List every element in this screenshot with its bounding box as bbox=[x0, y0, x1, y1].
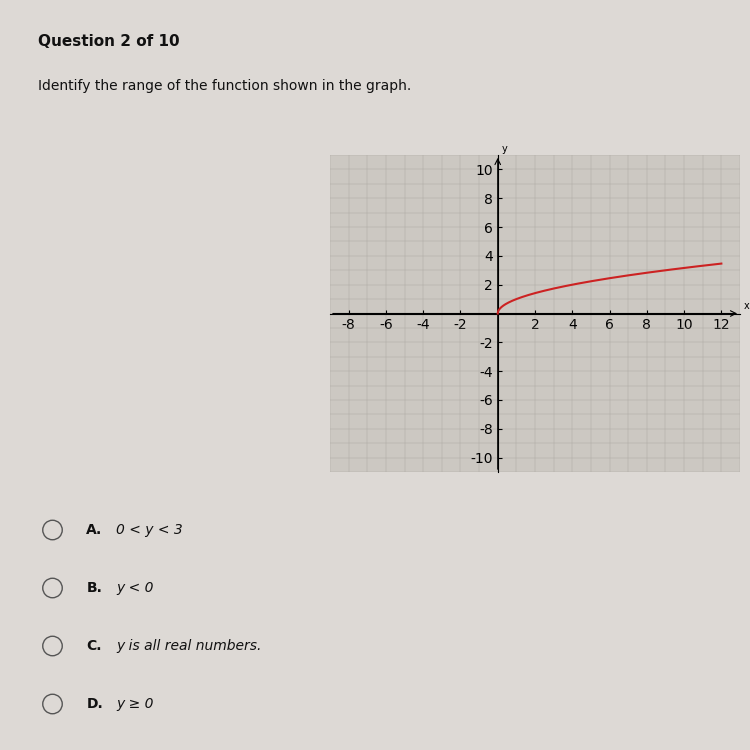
Text: Question 2 of 10: Question 2 of 10 bbox=[38, 34, 179, 49]
Text: Identify the range of the function shown in the graph.: Identify the range of the function shown… bbox=[38, 79, 411, 93]
Text: D.: D. bbox=[86, 697, 103, 711]
Text: y: y bbox=[502, 143, 507, 154]
Text: A.: A. bbox=[86, 523, 103, 537]
Text: x: x bbox=[744, 301, 749, 310]
Text: y < 0: y < 0 bbox=[116, 581, 154, 595]
Text: B.: B. bbox=[86, 581, 102, 595]
Text: y ≥ 0: y ≥ 0 bbox=[116, 697, 154, 711]
Text: 0 < y < 3: 0 < y < 3 bbox=[116, 523, 183, 537]
Text: C.: C. bbox=[86, 639, 102, 653]
Text: y is all real numbers.: y is all real numbers. bbox=[116, 639, 262, 653]
